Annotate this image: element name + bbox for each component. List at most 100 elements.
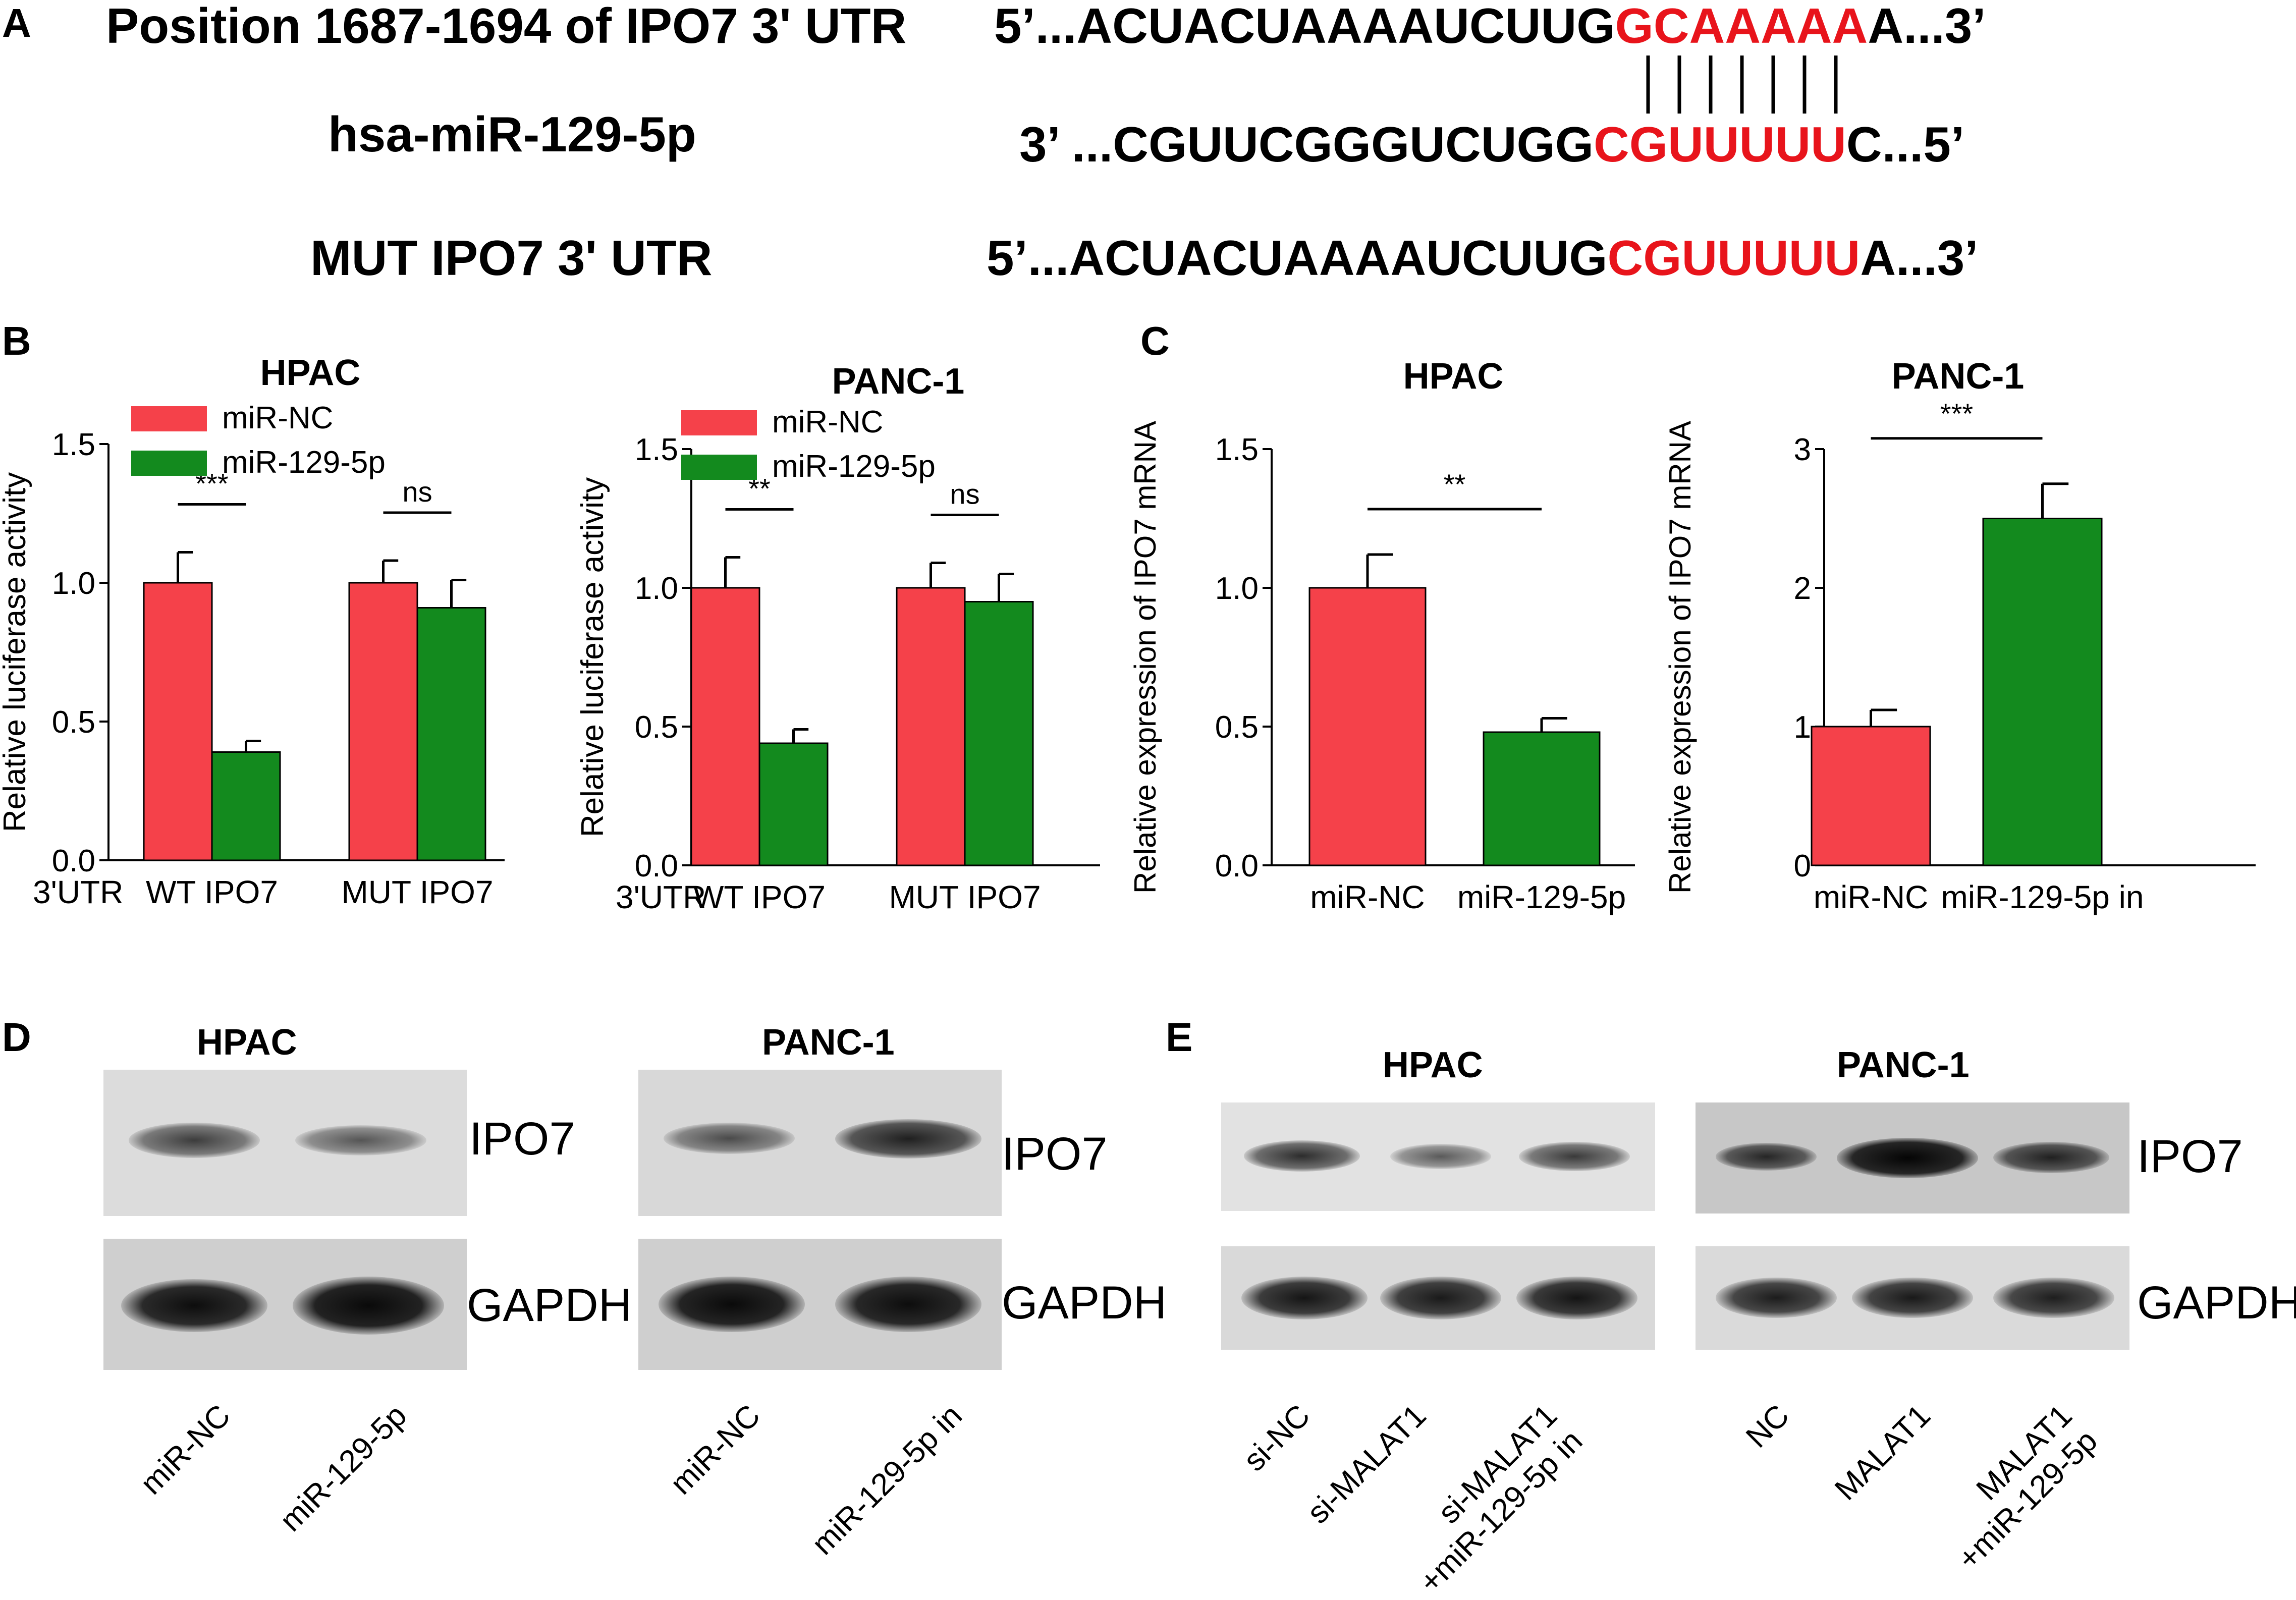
bar <box>896 587 966 866</box>
bar <box>348 582 418 861</box>
blot-e-hpac-gapdh <box>1221 1246 1655 1350</box>
y-tick-label: 1 <box>1794 710 1811 745</box>
band-gapdh-mir-nc <box>659 1277 805 1332</box>
chart-title: HPAC <box>260 353 361 393</box>
blot-e-panc1-gapdh <box>1696 1246 2129 1350</box>
band-ipo7-mir-129 <box>295 1125 426 1155</box>
seq-prefix: 3’ ...CGUUCGGGUCUGG <box>1019 117 1594 172</box>
band-ipo7-nc <box>1716 1143 1817 1171</box>
bar <box>211 751 281 861</box>
band-gapdh-mir-129 <box>293 1277 444 1335</box>
chart-title: HPAC <box>1403 356 1504 397</box>
panel-letter-c: C <box>1140 318 1170 363</box>
blot-d-panc1-gapdh <box>638 1239 1002 1370</box>
seq-suffix: A...3’ <box>1860 230 1979 286</box>
blot-e-panc1-protein-label: IPO7 <box>2137 1131 2243 1182</box>
band-ipo7-si-malat1-mir <box>1519 1142 1630 1171</box>
blot-d-hpac-title: HPAC <box>197 1022 297 1063</box>
band-ipo7-malat1 <box>1837 1138 1978 1178</box>
panel-a-row-2-sequence: 3’ ...CGUUCGGGUCUGGCGUUUUUC...5’ <box>1019 116 1964 173</box>
significance-label: ns <box>950 478 979 510</box>
significance-label: ns <box>402 476 432 508</box>
y-tick-label: 0.0 <box>1215 849 1259 884</box>
legend-label: miR-NC <box>222 401 333 435</box>
y-tick-label: 0.5 <box>1215 710 1259 745</box>
chart-c-hpac: 0.0 0.5 1.0 1.5 Relative expression of IPO7 … <box>1130 356 1635 915</box>
lane-label: MALAT1 +miR-129-5p <box>1951 1398 2104 1577</box>
band-gapdh-malat1-mir <box>1993 1278 2114 1318</box>
lane-label: miR-NC <box>663 1398 767 1502</box>
blot-d-hpac-protein-label: IPO7 <box>469 1113 575 1165</box>
band-ipo7-mir-nc <box>664 1123 795 1154</box>
y-tick-label: 1.0 <box>1215 571 1259 606</box>
lane-label: miR-129-5p in <box>805 1398 969 1562</box>
legend-label: miR-NC <box>772 405 883 439</box>
x-tick-label: miR-129-5p in <box>1941 879 2144 915</box>
panel-letter-a: A <box>2 1 31 45</box>
panel-letter-e: E <box>1166 1015 1193 1060</box>
bar <box>416 607 486 861</box>
blot-e-panc1-ipo7 <box>1696 1102 2129 1213</box>
band-ipo7-si-malat1 <box>1390 1144 1491 1169</box>
y-axis-title: Relative expression of IPO7 mRNA <box>1663 421 1697 894</box>
bar <box>1811 726 1931 866</box>
x-tick-label: WT IPO7 <box>146 874 278 910</box>
y-tick-label: 0.0 <box>635 849 678 884</box>
chart-c-panc1: 0 1 2 3 Relative expression of IPO7 mRNA PANC… <box>1663 356 2256 915</box>
mirna-label: hsa-miR-129-5p <box>328 106 696 162</box>
blot-d-panc1-ipo7 <box>638 1070 1002 1216</box>
legend-swatch <box>131 406 207 431</box>
x-axis-prefix: 3'UTR <box>616 879 706 915</box>
band-gapdh-malat1 <box>1852 1278 1973 1318</box>
band-gapdh-si-malat1-mir <box>1516 1277 1637 1319</box>
y-axis-title: Relative luciferase activity <box>575 477 610 837</box>
lane-label: miR-129-5p <box>273 1398 414 1538</box>
lane-label: NC <box>1739 1398 1796 1455</box>
band-gapdh-si-nc <box>1241 1277 1368 1319</box>
y-tick-label: 2 <box>1794 571 1811 606</box>
mutant-utr-label: MUT IPO7 3' UTR <box>310 230 713 286</box>
chart-title: PANC-1 <box>1892 356 2025 397</box>
x-tick-label: WT IPO7 <box>693 879 826 915</box>
band-gapdh-si-malat1 <box>1380 1277 1501 1319</box>
y-tick-label: 1.5 <box>52 427 95 462</box>
x-axis-prefix: 3'UTR <box>33 874 123 910</box>
seq-prefix: 5’...ACUACUAAAAUCUUG <box>987 230 1608 286</box>
y-tick-label: 1.0 <box>52 566 95 601</box>
panel-letter-b: B <box>2 318 31 363</box>
seq-seed: CGUUUUU <box>1594 117 1846 172</box>
legend-swatch <box>681 410 757 435</box>
y-tick-label: 1.5 <box>635 432 678 467</box>
base-pairing-lines <box>1646 56 1838 114</box>
blot-d-hpac-control-label: GAPDH <box>467 1280 632 1331</box>
chart-b-hpac: 0.0 0.5 1.0 1.5 Relative luciferase activity… <box>0 353 505 910</box>
legend-label: miR-129-5p <box>222 445 386 480</box>
y-axis-title: Relative luciferase activity <box>0 472 32 832</box>
blot-d-panc1-control-label: GAPDH <box>1002 1277 1167 1329</box>
panel-a-row-2-label: hsa-miR-129-5p <box>328 106 696 163</box>
y-tick-label: 0 <box>1794 849 1811 884</box>
lane-label: miR-NC <box>133 1398 237 1502</box>
bar <box>758 742 829 866</box>
blot-d-hpac-gapdh <box>103 1239 467 1370</box>
seq-mutated-site: CGUUUUU <box>1607 230 1861 286</box>
utr-position-label: Position 1687-1694 of IPO7 3' UTR <box>106 0 907 53</box>
panel-a-row-3-sequence: 5’...ACUACUAAAAUCUUGCGUUUUUA...3’ <box>987 230 1979 287</box>
lane-label: MALAT1 <box>1828 1398 1938 1507</box>
legend-label: miR-129-5p <box>772 449 936 484</box>
y-tick-label: 1.0 <box>635 571 678 606</box>
blot-e-hpac-ipo7 <box>1221 1102 1655 1211</box>
blot-e-panc1-control-label: GAPDH <box>2137 1277 2296 1329</box>
seq-suffix: C...5’ <box>1846 117 1965 172</box>
panel-a-row-1-sequence: 5’...ACUACUAAAAUCUUGGCAAAAAA...3’ <box>994 0 1986 54</box>
seq-seed-match: GCAAAAA <box>1615 0 1868 53</box>
x-tick-label: miR-129-5p <box>1457 879 1626 915</box>
panel-a-row-1-label: Position 1687-1694 of IPO7 3' UTR <box>106 0 906 54</box>
band-ipo7-si-nc <box>1244 1140 1360 1172</box>
lane-label: si-NC <box>1237 1398 1317 1478</box>
band-ipo7-mir-129-in <box>835 1119 981 1158</box>
x-tick-label: MUT IPO7 <box>889 879 1041 915</box>
panel-letter-d: D <box>2 1015 31 1060</box>
bar <box>1483 731 1601 866</box>
y-tick-label: 0.0 <box>52 844 95 878</box>
